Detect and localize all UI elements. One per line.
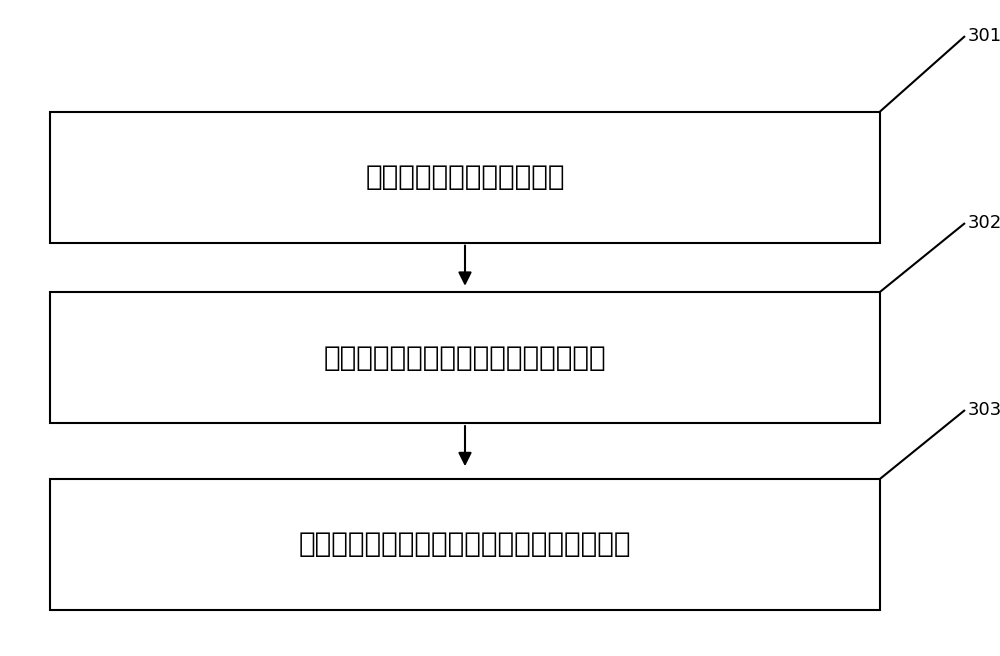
Text: 301: 301 [968, 27, 1000, 45]
Text: 设置每一类型的故障所对应的故障等级: 设置每一类型的故障所对应的故障等级 [324, 344, 606, 371]
Text: 设置不同级别的故障处理人: 设置不同级别的故障处理人 [365, 163, 565, 191]
Bar [50, 112, 880, 243]
Bar [50, 292, 880, 423]
Text: 设置故障处理人的级别与故障等级的对应关系: 设置故障处理人的级别与故障等级的对应关系 [299, 531, 631, 558]
Bar [50, 479, 880, 610]
Text: 303: 303 [968, 401, 1000, 419]
Text: 302: 302 [968, 214, 1000, 232]
